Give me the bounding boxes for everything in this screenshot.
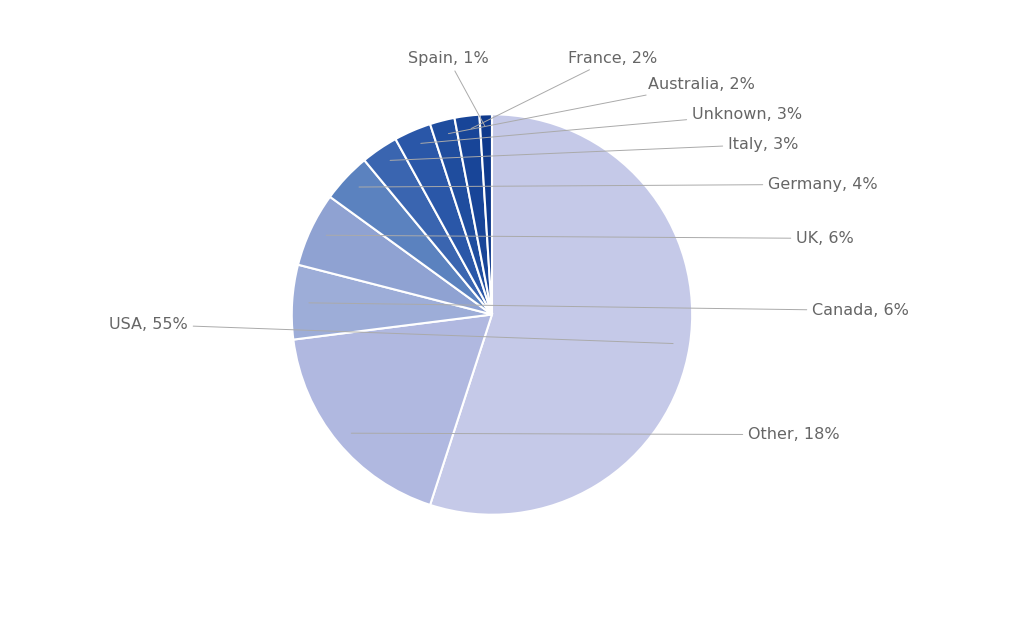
Text: Unknown, 3%: Unknown, 3% bbox=[421, 107, 803, 143]
Wedge shape bbox=[430, 118, 492, 314]
Wedge shape bbox=[293, 314, 492, 505]
Text: UK, 6%: UK, 6% bbox=[327, 231, 854, 246]
Text: Other, 18%: Other, 18% bbox=[351, 427, 840, 442]
Wedge shape bbox=[298, 197, 492, 314]
Text: Germany, 4%: Germany, 4% bbox=[359, 177, 878, 192]
Wedge shape bbox=[395, 124, 492, 314]
Wedge shape bbox=[479, 114, 492, 314]
Text: Spain, 1%: Spain, 1% bbox=[408, 51, 488, 126]
Wedge shape bbox=[365, 139, 492, 314]
Text: Australia, 2%: Australia, 2% bbox=[449, 77, 755, 133]
Wedge shape bbox=[292, 265, 492, 340]
Text: Italy, 3%: Italy, 3% bbox=[390, 137, 799, 160]
Wedge shape bbox=[430, 114, 692, 515]
Text: USA, 55%: USA, 55% bbox=[109, 317, 673, 343]
Text: Canada, 6%: Canada, 6% bbox=[309, 303, 909, 318]
Wedge shape bbox=[330, 160, 492, 314]
Wedge shape bbox=[455, 114, 492, 314]
Text: France, 2%: France, 2% bbox=[471, 51, 657, 128]
